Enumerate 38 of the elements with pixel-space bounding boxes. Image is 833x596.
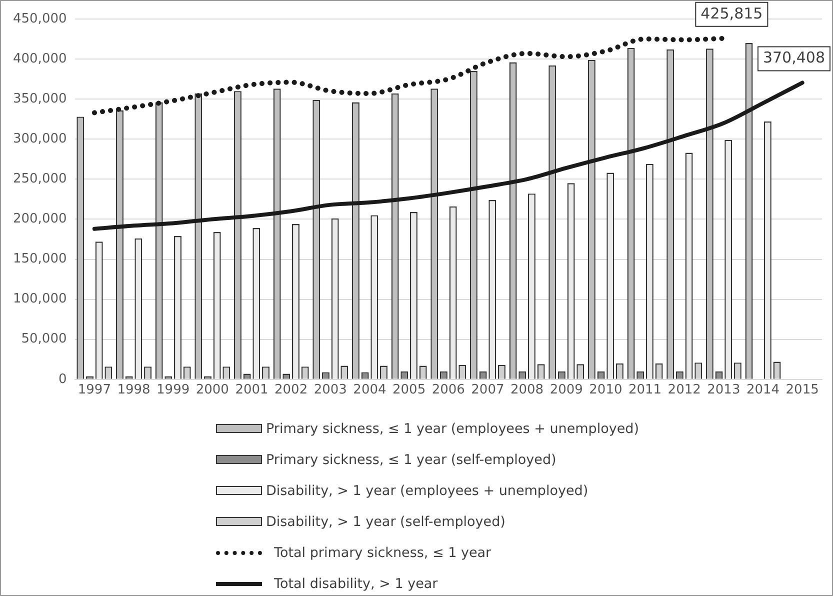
x-tick-label: 1999 — [156, 382, 190, 398]
legend-label: Primary sickness, ≤ 1 year (employees + unemployed) — [266, 420, 639, 436]
y-tick-label: 200,000 — [12, 212, 67, 227]
x-tick-label: 2015 — [786, 382, 819, 398]
x-tick-label: 2011 — [628, 382, 662, 398]
y-tick-label: 100,000 — [12, 292, 67, 307]
annotation: 425,815 — [700, 4, 763, 22]
y-tick-label: 0 — [58, 372, 67, 387]
y-tick-label: 250,000 — [12, 172, 67, 187]
x-tick-label: 2002 — [274, 382, 308, 398]
line-series — [92, 80, 804, 231]
x-tick-label: 2000 — [196, 382, 229, 398]
x-tick-label: 2010 — [589, 382, 622, 398]
x-tick-label: 2007 — [471, 382, 504, 398]
annotation: 370,408 — [762, 48, 825, 67]
y-tick-label: 450,000 — [12, 11, 67, 26]
y-tick-label: 50,000 — [21, 332, 67, 347]
x-tick-label: 2008 — [510, 382, 544, 398]
x-tick-label: 2012 — [668, 382, 701, 398]
x-tick-label: 2003 — [314, 382, 347, 398]
y-tick-label: 150,000 — [12, 252, 67, 267]
x-tick-label: 2005 — [392, 382, 426, 398]
y-tick-label: 300,000 — [12, 132, 67, 147]
legend-label: Primary sickness, ≤ 1 year (self-employed) — [266, 452, 556, 468]
x-tick-label: 2013 — [707, 382, 740, 398]
y-tick-label: 350,000 — [12, 91, 67, 106]
x-tick-label: 2014 — [746, 382, 780, 398]
legend-label: Disability, > 1 year (employees + unemployed) — [266, 482, 588, 498]
x-tick-label: 2006 — [432, 382, 465, 398]
x-tick-label: 1997 — [78, 382, 111, 398]
x-tick-label: 2004 — [353, 382, 386, 398]
legend-label: Total disability, > 1 year — [274, 576, 438, 592]
legend-label: Disability, > 1 year (self-employed) — [266, 514, 506, 530]
x-tick-label: 2001 — [235, 382, 268, 398]
legend-label: Total primary sickness, ≤ 1 year — [274, 544, 492, 560]
x-tick-label: 1998 — [117, 382, 150, 398]
y-tick-label: 400,000 — [12, 51, 67, 66]
x-tick-label: 2009 — [550, 382, 583, 398]
